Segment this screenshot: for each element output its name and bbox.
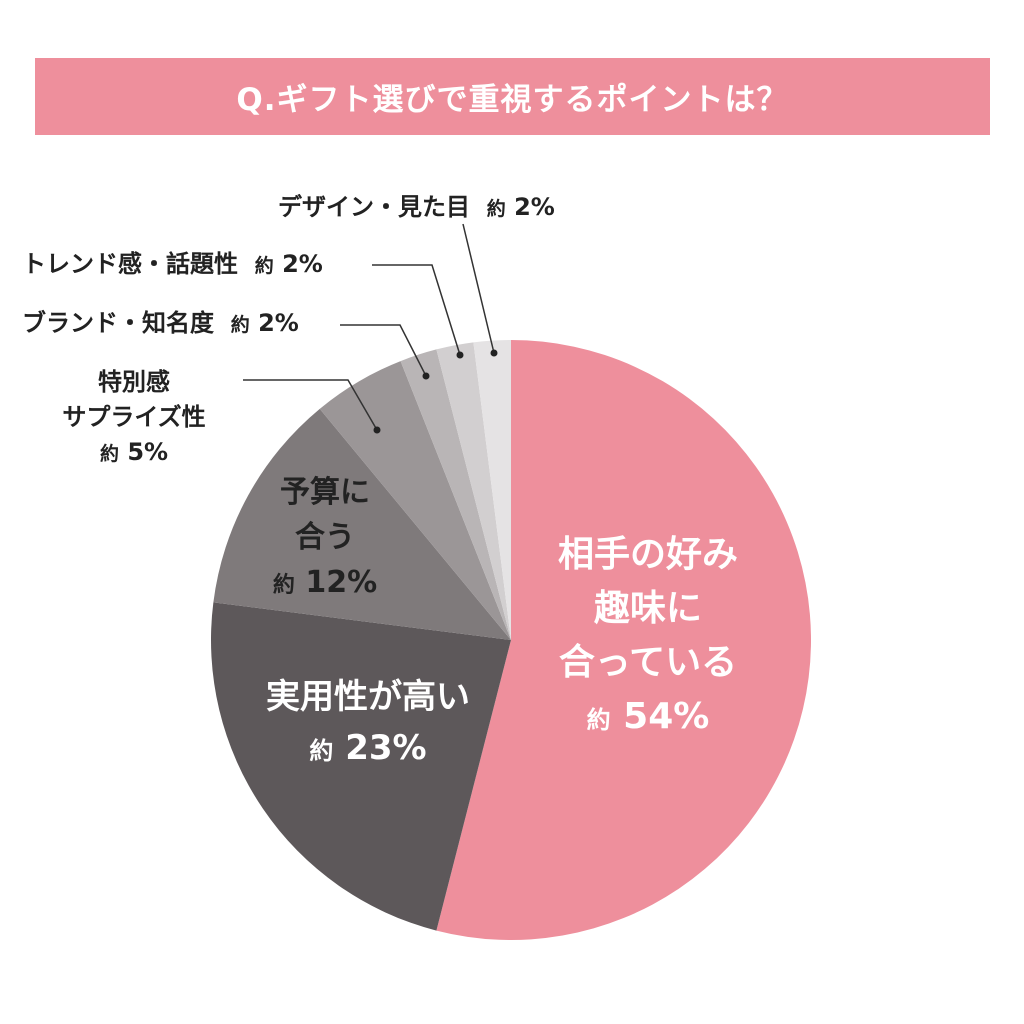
label-trend: トレンド感・話題性 約 2% [22,249,323,279]
value-text: 2% [282,250,323,278]
label-budget: 予算に合う 約 12% [273,470,377,605]
leader-line-brand [340,324,427,377]
leader-dot-brand [422,372,430,380]
value-text: 54% [623,696,710,737]
chart-title: Q.ギフト選びで重視するポイントは？ [236,82,789,118]
label-design: デザイン・見た目 約 2% [278,192,555,222]
label-practical: 実用性が高い 約 23% [266,672,470,774]
label-text: トレンド感・話題性 [22,250,238,278]
value-text: 23% [345,728,427,768]
approx-text: 約 [309,737,334,765]
label-line: サプライズ性 [62,402,206,431]
leader-line-trend [372,264,461,356]
leader-lines [243,223,495,431]
leader-line-special [243,379,378,431]
label-line: 趣味に [593,588,703,629]
leader-dot-design [490,349,498,357]
label-line: 実用性が高い [266,677,470,717]
value-text: 2% [258,309,299,337]
approx-text: 約 [254,255,274,277]
pie-slice-6 [473,340,511,640]
value-text: 12% [305,565,378,600]
label-preference: 相手の好み 趣味に 合っている 約 54% [558,528,738,744]
pie-slice-4 [400,349,511,640]
leader-line-design [462,223,495,354]
value-text: 2% [514,193,555,221]
approx-text: 約 [272,573,295,598]
pie-slice-0 [436,340,811,940]
title-bar: Q.ギフト選びで重視するポイントは？ [35,58,990,135]
label-special: 特別感 サプライズ性 約 5% [62,365,205,469]
approx-text: 約 [230,314,250,336]
leader-dot-special [373,426,381,434]
pie-slice-5 [436,342,511,640]
label-line: 合っている [558,642,738,683]
label-line: 特別感 [98,368,170,396]
label-brand: ブランド・知名度 約 2% [22,308,299,338]
pie-slice-3 [319,361,511,640]
leader-dot-trend [456,351,464,359]
approx-text: 約 [586,706,611,734]
pie-slice-1 [211,602,511,931]
label-text: デザイン・見た目 [278,193,470,221]
label-text: ブランド・知名度 [22,309,214,337]
approx-text: 約 [486,198,506,220]
label-line: 相手の好み [557,534,739,575]
pie-slice-2 [213,408,511,640]
value-text: 5% [127,437,169,466]
label-text: 予算に合う [280,475,370,555]
approx-text: 約 [99,442,119,465]
